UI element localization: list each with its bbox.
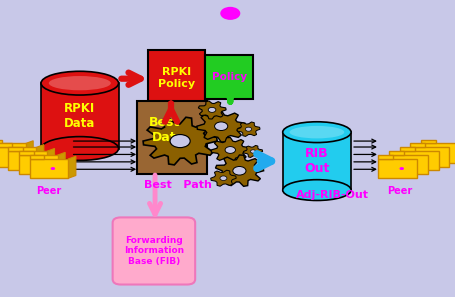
Polygon shape xyxy=(143,117,217,165)
FancyBboxPatch shape xyxy=(378,155,392,159)
Text: Forwarding
Information
Base (FIB): Forwarding Information Base (FIB) xyxy=(124,236,183,266)
FancyBboxPatch shape xyxy=(30,155,44,159)
Text: Adj-RIB-Out: Adj-RIB-Out xyxy=(296,190,369,200)
Text: Peer: Peer xyxy=(386,186,412,196)
FancyBboxPatch shape xyxy=(420,143,455,163)
Circle shape xyxy=(214,122,227,130)
FancyBboxPatch shape xyxy=(136,101,207,174)
FancyBboxPatch shape xyxy=(388,155,427,174)
Polygon shape xyxy=(47,148,55,170)
FancyBboxPatch shape xyxy=(8,151,47,170)
Polygon shape xyxy=(58,152,65,174)
Text: RIB
Out: RIB Out xyxy=(303,147,329,175)
FancyBboxPatch shape xyxy=(388,151,403,155)
Ellipse shape xyxy=(41,137,118,160)
FancyBboxPatch shape xyxy=(148,50,205,105)
Ellipse shape xyxy=(282,180,350,200)
Polygon shape xyxy=(25,141,33,163)
FancyBboxPatch shape xyxy=(399,151,438,170)
Circle shape xyxy=(220,7,240,20)
FancyBboxPatch shape xyxy=(0,143,25,163)
FancyBboxPatch shape xyxy=(282,132,350,190)
Circle shape xyxy=(51,167,55,170)
Polygon shape xyxy=(197,110,245,142)
FancyBboxPatch shape xyxy=(0,143,12,147)
Text: RPKI
Data: RPKI Data xyxy=(64,102,95,130)
Polygon shape xyxy=(68,156,76,178)
Polygon shape xyxy=(215,155,263,186)
FancyBboxPatch shape xyxy=(30,159,68,178)
Polygon shape xyxy=(211,138,249,162)
Polygon shape xyxy=(210,170,236,186)
Polygon shape xyxy=(36,145,44,167)
FancyBboxPatch shape xyxy=(19,155,58,174)
FancyBboxPatch shape xyxy=(399,147,414,151)
FancyBboxPatch shape xyxy=(378,159,416,178)
Circle shape xyxy=(245,127,251,131)
FancyBboxPatch shape xyxy=(41,83,118,148)
FancyBboxPatch shape xyxy=(112,217,195,285)
FancyBboxPatch shape xyxy=(19,151,34,155)
Text: Policy: Policy xyxy=(211,72,246,82)
Text: Best
Dat: Best Dat xyxy=(148,116,179,144)
Polygon shape xyxy=(198,101,226,119)
Circle shape xyxy=(219,176,227,181)
Ellipse shape xyxy=(49,76,111,90)
Ellipse shape xyxy=(289,126,344,138)
FancyBboxPatch shape xyxy=(420,140,435,143)
Text: Peer: Peer xyxy=(36,186,62,196)
FancyBboxPatch shape xyxy=(410,147,448,167)
Circle shape xyxy=(399,167,403,170)
FancyBboxPatch shape xyxy=(0,140,2,143)
Circle shape xyxy=(233,167,245,175)
Circle shape xyxy=(208,108,215,112)
Polygon shape xyxy=(243,146,262,157)
FancyBboxPatch shape xyxy=(8,147,23,151)
FancyBboxPatch shape xyxy=(205,55,253,99)
Polygon shape xyxy=(237,122,259,136)
Text: Best   Path: Best Path xyxy=(144,180,211,190)
Circle shape xyxy=(250,150,255,153)
FancyBboxPatch shape xyxy=(410,143,425,147)
Text: RPKI
Policy: RPKI Policy xyxy=(158,67,195,89)
Circle shape xyxy=(225,147,235,153)
Circle shape xyxy=(170,135,190,148)
FancyBboxPatch shape xyxy=(0,147,36,167)
Ellipse shape xyxy=(41,71,118,95)
Ellipse shape xyxy=(282,122,350,143)
